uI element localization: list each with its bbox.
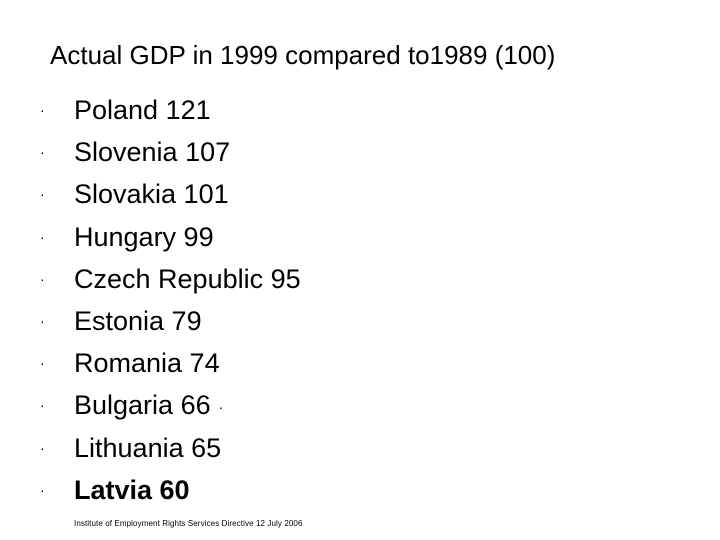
bullet-icon: · [40,270,45,287]
bullet-icon: · [40,481,45,498]
trailing-bullet-icon: · [218,399,224,416]
bullet-icon: · [40,439,45,456]
list-item-text: Bulgaria 66 · [74,384,223,428]
bullet-icon: · [40,397,45,414]
footer-source: Institute of Employment Rights Services … [74,519,303,528]
list-item-text: Latvia 60 [74,474,190,505]
bullet-icon: · [40,144,45,161]
list-item-text: Lithuania 65 [74,432,222,463]
bullet-icon: · [40,102,45,118]
list-item-label: Bulgaria 66 [74,390,211,421]
list-item-text: Poland 121 [74,95,211,125]
list-item-text: Estonia 79 [74,305,202,336]
list-item-text: Slovenia 107 [74,137,231,168]
slide-title: Actual GDP in 1999 compared to1989 (100) [50,40,556,70]
bullet-icon: · [40,355,45,372]
list-item-text: Czech Republic 95 [74,263,301,294]
list-item-text: Romania 74 [74,348,220,379]
bullet-icon: · [40,186,45,203]
list-item-text: Slovakia 101 [74,179,229,210]
bullet-icon: · [40,312,45,329]
bullet-icon: · [40,228,45,245]
list-item-text: Hungary 99 [74,221,214,252]
